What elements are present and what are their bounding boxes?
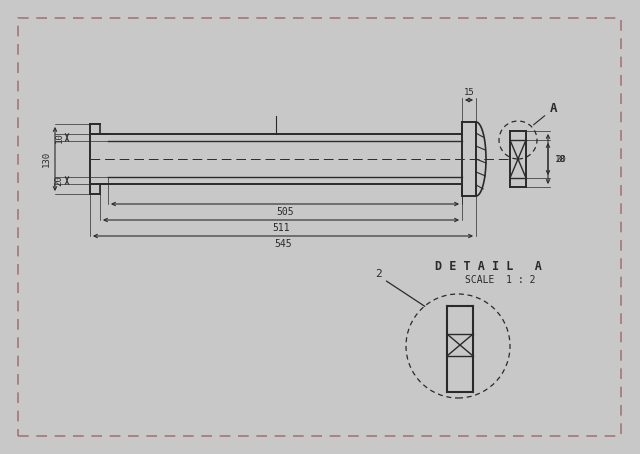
Text: 10: 10 (54, 132, 63, 143)
Text: 511: 511 (272, 223, 290, 233)
Text: 15: 15 (463, 88, 474, 97)
Text: 20: 20 (555, 154, 566, 163)
Text: 18: 18 (555, 154, 566, 163)
Text: 505: 505 (276, 207, 294, 217)
Text: 20: 20 (54, 175, 63, 186)
Text: A: A (534, 102, 557, 125)
Text: SCALE  1 : 2: SCALE 1 : 2 (465, 275, 535, 285)
Text: D E T A I L   A: D E T A I L A (435, 260, 541, 272)
Text: 130: 130 (42, 151, 51, 167)
Text: 2: 2 (375, 269, 382, 279)
Text: 545: 545 (274, 239, 292, 249)
